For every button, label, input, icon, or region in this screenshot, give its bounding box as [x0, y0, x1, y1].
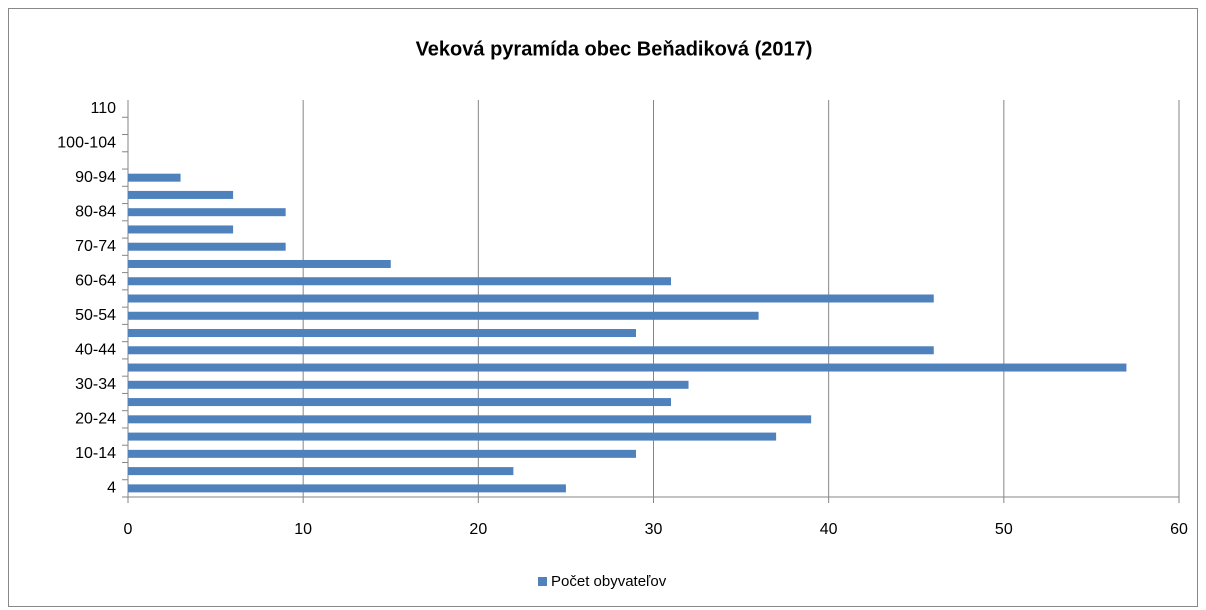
- bar: [128, 277, 672, 286]
- bar: [128, 259, 391, 268]
- bar: [128, 242, 286, 251]
- y-tick-label: 90-94: [75, 169, 116, 186]
- bar: [128, 398, 672, 407]
- legend-text: Počet obyvateľov: [551, 573, 667, 590]
- y-tick-label: 40-44: [75, 342, 116, 359]
- chart-title: Veková pyramída obec Beňadiková (2017): [416, 38, 813, 60]
- y-tick-label: 30-34: [75, 376, 116, 393]
- x-tick-label: 10: [294, 521, 312, 538]
- y-tick-label: 100-104: [57, 134, 116, 151]
- legend-swatch: [538, 577, 547, 586]
- y-tick-label: 80-84: [75, 203, 116, 220]
- bar: [128, 467, 514, 476]
- bar: [128, 208, 286, 217]
- bar: [128, 311, 759, 320]
- chart-frame: [8, 8, 1198, 607]
- bar: [128, 346, 934, 355]
- y-tick-label: 10-14: [75, 445, 116, 462]
- bar: [128, 225, 234, 234]
- y-tick-label: 4: [107, 480, 116, 497]
- bar: [128, 190, 234, 199]
- bar: [128, 380, 689, 389]
- bar: [128, 173, 181, 182]
- y-tick-label: 70-74: [75, 238, 116, 255]
- x-tick-label: 60: [1170, 521, 1188, 538]
- bar: [128, 329, 636, 338]
- bar: [128, 484, 566, 493]
- bar: [128, 449, 636, 458]
- bar: [128, 363, 1127, 372]
- x-tick-label: 20: [469, 521, 487, 538]
- y-tick-label: 50-54: [75, 307, 116, 324]
- bar: [128, 294, 934, 303]
- y-tick-label: 20-24: [75, 411, 116, 428]
- x-tick-label: 30: [645, 521, 663, 538]
- y-tick-label: 110: [90, 100, 116, 117]
- x-tick-label: 50: [995, 521, 1013, 538]
- x-tick-label: 40: [820, 521, 838, 538]
- x-tick-label: 0: [124, 521, 133, 538]
- bar: [128, 432, 777, 441]
- bar: [128, 415, 812, 424]
- y-tick-label: 60-64: [75, 272, 116, 289]
